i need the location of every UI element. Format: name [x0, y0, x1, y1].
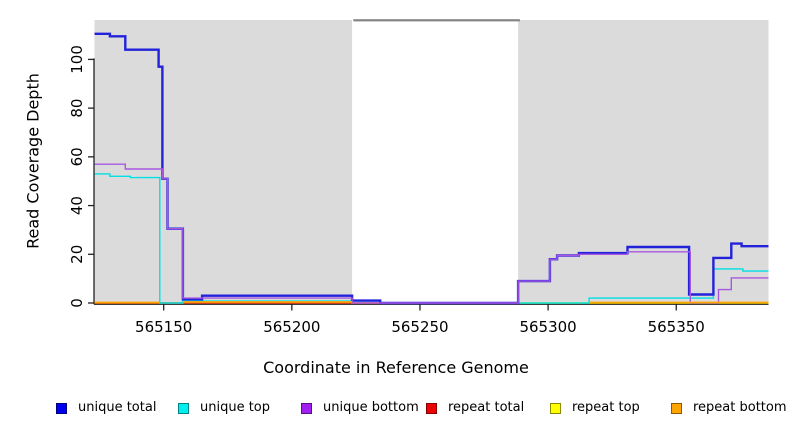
legend-swatch-repeat-total	[426, 402, 437, 414]
legend-label: repeat total	[448, 400, 525, 415]
legend-swatch-repeat-top	[550, 402, 561, 414]
legend: unique total unique top unique bottom repea…	[0, 399, 792, 419]
x-tick-label: 565200	[263, 318, 320, 336]
legend-item-repeat-total: repeat total	[426, 399, 524, 417]
legend-label: unique total	[78, 400, 157, 415]
legend-swatch-unique-bottom	[301, 402, 312, 414]
legend-label: unique top	[200, 400, 271, 415]
legend-label: repeat bottom	[693, 400, 787, 415]
y-tick-label: 0	[68, 298, 86, 308]
legend-item-unique-bottom: unique bottom	[301, 399, 419, 417]
x-tick-label: 565300	[519, 318, 576, 336]
x-tick-label: 565150	[135, 318, 192, 336]
x-tick-label: 565350	[648, 318, 705, 336]
y-tick-label: 40	[68, 196, 86, 215]
x-axis-title: Coordinate in Reference Genome	[263, 358, 529, 377]
legend-label: repeat top	[572, 400, 640, 415]
legend-swatch-repeat-bottom	[671, 402, 682, 414]
plot-area: 565150 565200 565250 565300 565350 0 20 40 60 80 1…	[68, 19, 769, 336]
gap-top-line	[353, 19, 520, 22]
y-axis-title: Read Coverage Depth	[23, 73, 43, 249]
y-tick-label: 100	[68, 45, 86, 74]
legend-swatch-unique-top	[178, 402, 189, 414]
y-tick-label: 20	[68, 245, 86, 264]
legend-item-repeat-bottom: repeat bottom	[671, 399, 787, 417]
shaded-region-right	[518, 20, 769, 304]
legend-item-unique-top: unique top	[178, 399, 270, 417]
shaded-region-left	[94, 20, 353, 304]
y-tick-label: 60	[68, 147, 86, 166]
legend-label: unique bottom	[323, 400, 419, 415]
x-tick-label: 565250	[391, 318, 448, 336]
y-tick-label: 80	[68, 99, 86, 118]
legend-item-unique-total: unique total	[56, 399, 156, 417]
legend-item-repeat-top: repeat top	[550, 399, 640, 417]
legend-swatch-unique-total	[56, 402, 67, 414]
